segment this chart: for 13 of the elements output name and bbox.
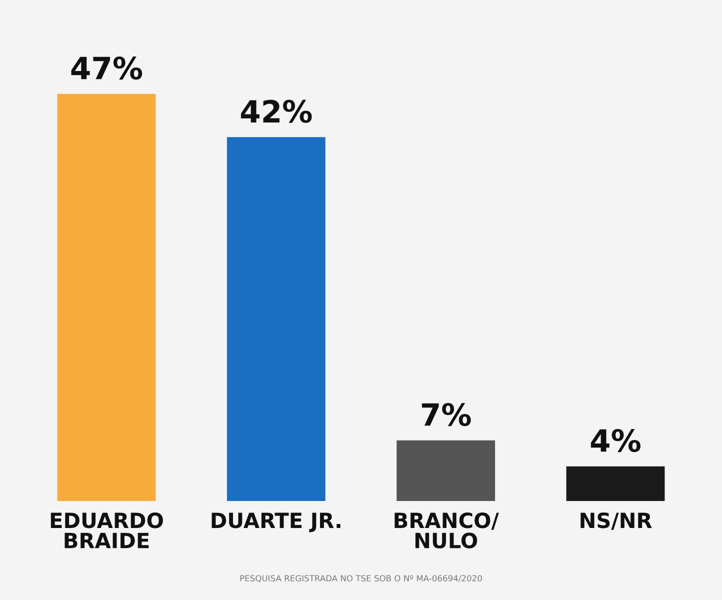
data-label: 47% (71, 56, 142, 80)
data-label: 4% (590, 428, 640, 452)
text: PESQUISA REGISTRADA NO TSE SOB O Nº MA-06694/2020 (240, 575, 482, 582)
x-tick-label: BRANCO/ NULO (394, 512, 499, 548)
data-label: 7% (422, 402, 471, 426)
bar (57, 94, 156, 501)
bar (396, 440, 496, 501)
bar (226, 137, 326, 501)
x-tick-label: EDUARDO BRAIDE (50, 512, 163, 548)
x-tick-label: DUARTE JR. (212, 512, 340, 532)
data-label: 42% (240, 100, 312, 123)
bar (566, 466, 665, 501)
x-tick-label: NS/NR (580, 512, 652, 530)
